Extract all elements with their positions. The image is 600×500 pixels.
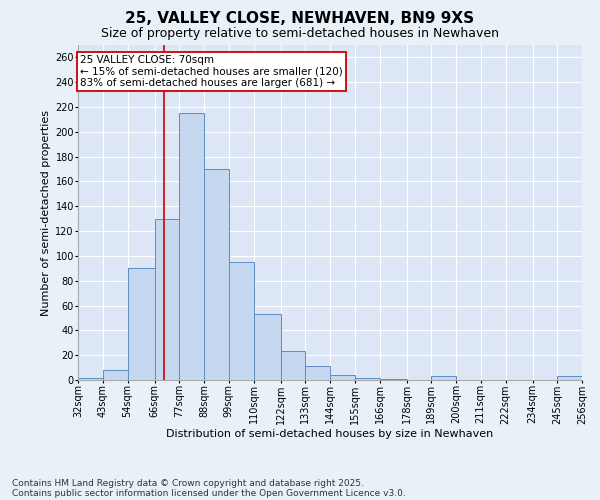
Bar [128,268,155,380]
X-axis label: Distribution of semi-detached houses by size in Newhaven: Distribution of semi-detached houses by … [166,429,494,439]
Bar [330,375,355,380]
Bar [254,314,281,380]
Bar [103,370,128,380]
Text: Contains HM Land Registry data © Crown copyright and database right 2025.
Contai: Contains HM Land Registry data © Crown c… [12,479,406,498]
Bar [557,376,582,380]
Bar [179,113,204,380]
Text: Size of property relative to semi-detached houses in Newhaven: Size of property relative to semi-detach… [101,28,499,40]
Bar [305,366,330,380]
Text: 25 VALLEY CLOSE: 70sqm
← 15% of semi-detached houses are smaller (120)
83% of se: 25 VALLEY CLOSE: 70sqm ← 15% of semi-det… [80,55,343,88]
Bar [155,218,179,380]
Bar [78,378,103,380]
Text: 25, VALLEY CLOSE, NEWHAVEN, BN9 9XS: 25, VALLEY CLOSE, NEWHAVEN, BN9 9XS [125,11,475,26]
Bar [281,352,305,380]
Bar [204,169,229,380]
Bar [229,262,254,380]
Y-axis label: Number of semi-detached properties: Number of semi-detached properties [41,110,51,316]
Bar [355,378,380,380]
Bar [380,379,407,380]
Bar [431,376,456,380]
